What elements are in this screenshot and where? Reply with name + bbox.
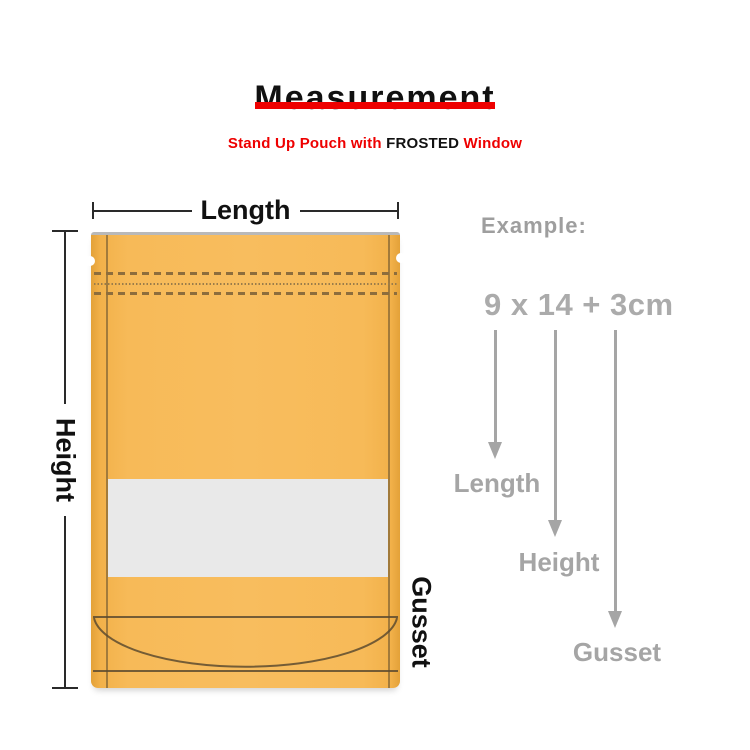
dimension-line [299,209,398,212]
subtitle-tail: Window [463,135,523,152]
down-arrow-icon [488,330,502,459]
pouch-illustration [85,232,406,688]
example-label-length: Length [453,468,541,498]
tear-notch-right [396,253,406,263]
title-underline-bar [255,102,495,109]
dimension-end-cap [52,230,78,232]
example-label-height: Height [518,547,600,577]
subtitle: Stand Up Pouch with FROSTED Window [0,136,750,151]
example-label-gusset: Gusset [572,637,662,667]
dimension-end-cap [397,202,400,219]
arrow-shaft [553,330,557,520]
dimension-line [94,209,192,212]
arrow-head [608,611,622,628]
example-formula: 9 x 14 + 3cm [484,287,674,322]
zipper-dotted-line [94,283,397,285]
length-dimension-line: Length [92,195,400,225]
dimension-end-cap [52,687,78,689]
zipper-dashed-line [94,272,397,275]
dimension-end-cap [92,202,94,219]
page-title: Measurement [254,78,496,117]
down-arrow-icon [608,330,622,628]
down-arrow-icon [548,330,562,537]
arrow-head [548,520,562,537]
zipper-dashed-line [94,292,397,295]
arrow-head [488,442,502,459]
tear-notch-left [85,256,95,266]
arrow-shaft [493,330,497,442]
subtitle-emphasis: FROSTED [386,135,460,152]
length-label: Length [200,195,291,225]
frosted-window [108,479,388,577]
height-dimension-line: Height [51,230,81,689]
seal-line-right [388,235,390,688]
gusset-label: Gusset [406,576,437,668]
arrow-shaft [613,330,617,611]
subtitle-lead: Stand Up Pouch with [227,135,382,152]
gusset-fold-curve [93,616,398,672]
seal-line-left [106,235,108,688]
example-heading: Example: [481,213,587,238]
height-label: Height [51,403,81,516]
